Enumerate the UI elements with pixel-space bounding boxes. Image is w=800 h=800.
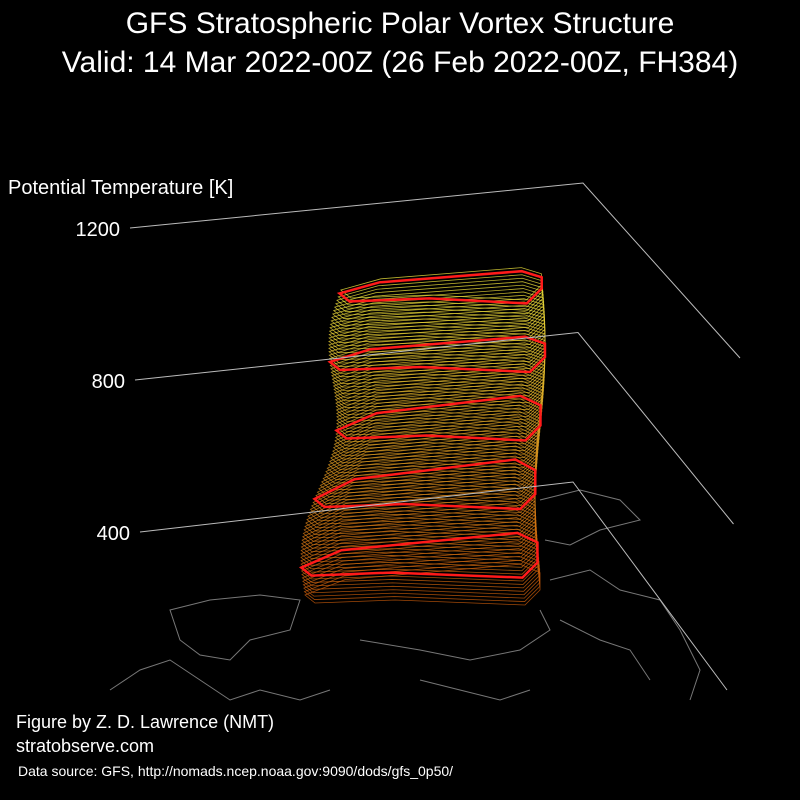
vortex-contour — [329, 301, 545, 335]
vortex-contour — [306, 480, 536, 531]
vortex-contour — [330, 345, 546, 383]
grid-line — [139, 481, 728, 691]
y-tick-label: 1200 — [76, 219, 121, 241]
vortex-contour — [312, 462, 536, 513]
vortex-contour — [307, 476, 536, 527]
credit: Data source: GFS, http://nomads.ncep.noa… — [18, 763, 453, 779]
vortex-contour-highlight — [334, 394, 542, 442]
vortex-contour — [329, 304, 545, 339]
vortex-contour — [331, 348, 546, 387]
vortex-contour — [331, 294, 545, 328]
vortex-contour — [330, 342, 546, 380]
axis-label: Potential Temperature [K] — [8, 177, 233, 199]
vortex-contour — [330, 298, 545, 332]
grid-line — [129, 182, 741, 359]
vortex-contour — [331, 416, 539, 465]
vortex-contour — [309, 469, 536, 520]
vortex-contour — [303, 559, 541, 602]
vortex-contour — [332, 413, 539, 462]
vortex-contour — [300, 536, 539, 582]
vortex-contour — [308, 472, 536, 524]
vortex-contour — [335, 377, 543, 421]
vortex-contour — [332, 288, 544, 321]
y-tick-label: 400 — [97, 523, 130, 545]
vortex-contour-highlight — [336, 269, 543, 305]
grid-line — [134, 331, 734, 525]
vortex-contour — [304, 563, 541, 606]
vortex-contour — [333, 284, 544, 318]
vortex-contour — [331, 351, 545, 390]
vortex-contour — [300, 520, 538, 568]
vortex — [298, 267, 547, 606]
vortex-contour — [334, 401, 541, 448]
vortex-contour — [337, 274, 543, 308]
vortex-contour — [336, 383, 543, 428]
coastlines — [109, 489, 701, 701]
vortex-contour — [301, 502, 536, 551]
vortex-contour — [329, 339, 546, 376]
vortex-contour — [330, 419, 539, 469]
y-tick-label: 800 — [92, 371, 125, 393]
vortex-contour — [302, 552, 540, 596]
vortex-contour — [334, 366, 544, 407]
chart-title: GFS Stratospheric Polar Vortex Structure — [126, 7, 675, 40]
vortex-contour — [334, 368, 544, 411]
vortex-contour — [311, 465, 536, 517]
vortex-contour — [334, 404, 540, 452]
vortex-contour — [335, 398, 541, 445]
credit: Figure by Z. D. Lawrence (NMT) — [16, 712, 274, 732]
chart-subtitle: Valid: 14 Mar 2022-00Z (26 Feb 2022-00Z,… — [62, 46, 738, 79]
vortex-contour — [301, 540, 539, 585]
vortex-contour — [336, 380, 543, 424]
vortex-contour — [303, 555, 540, 599]
vortex-contour — [336, 277, 543, 311]
credit: stratobserve.com — [16, 736, 154, 756]
vortex-contour — [333, 407, 540, 455]
vortex-contour — [302, 498, 536, 548]
vortex-contour — [335, 371, 544, 414]
vortex-contour-highlight — [327, 335, 547, 374]
vortex-contour-highlight — [298, 531, 539, 579]
vortex-contour — [333, 363, 545, 404]
vortex-contour — [334, 281, 544, 315]
vortex-contour — [332, 410, 540, 459]
vortex-contour — [300, 513, 537, 561]
vortex-contour-highlight — [312, 458, 537, 511]
